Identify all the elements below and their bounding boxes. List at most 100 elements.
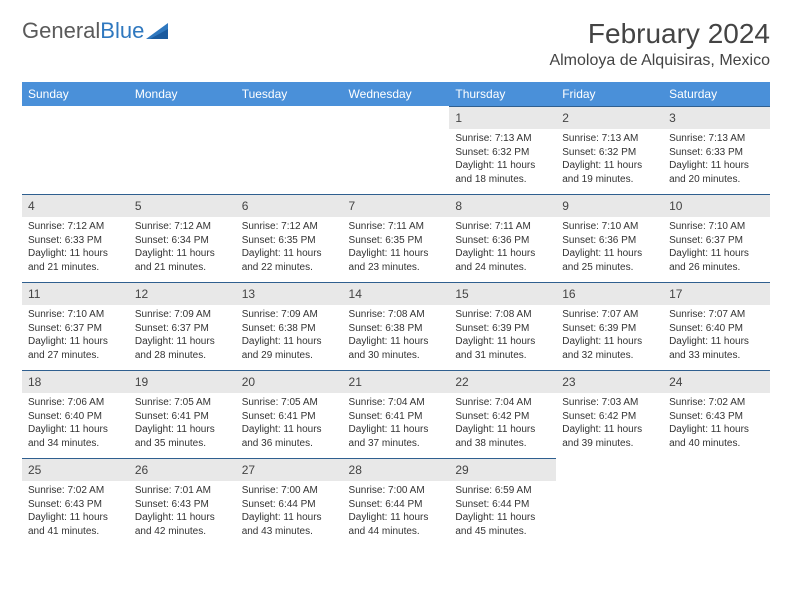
sunset-line: Sunset: 6:42 PM: [562, 410, 657, 424]
sunset-line: Sunset: 6:38 PM: [349, 322, 444, 336]
sunrise-line: Sunrise: 7:02 AM: [28, 484, 123, 498]
day-number: 24: [663, 370, 770, 393]
day-header: Monday: [129, 82, 236, 106]
sunset-line: Sunset: 6:44 PM: [242, 498, 337, 512]
sunset-line: Sunset: 6:34 PM: [135, 234, 230, 248]
day-details: Sunrise: 7:09 AMSunset: 6:38 PMDaylight:…: [236, 305, 343, 366]
day-details: Sunrise: 7:13 AMSunset: 6:32 PMDaylight:…: [449, 129, 556, 190]
calendar-day-cell: 1Sunrise: 7:13 AMSunset: 6:32 PMDaylight…: [449, 106, 556, 194]
calendar-day-cell: 23Sunrise: 7:03 AMSunset: 6:42 PMDayligh…: [556, 370, 663, 458]
location: Almoloya de Alquisiras, Mexico: [549, 52, 770, 70]
sunrise-line: Sunrise: 7:10 AM: [28, 308, 123, 322]
day-number: 22: [449, 370, 556, 393]
sunrise-line: Sunrise: 7:09 AM: [135, 308, 230, 322]
calendar-day-cell: 12Sunrise: 7:09 AMSunset: 6:37 PMDayligh…: [129, 282, 236, 370]
day-details: Sunrise: 7:11 AMSunset: 6:35 PMDaylight:…: [343, 217, 450, 278]
sunrise-line: Sunrise: 7:12 AM: [242, 220, 337, 234]
sunset-line: Sunset: 6:33 PM: [28, 234, 123, 248]
day-number: 10: [663, 194, 770, 217]
sunset-line: Sunset: 6:39 PM: [455, 322, 550, 336]
sunrise-line: Sunrise: 7:04 AM: [349, 396, 444, 410]
day-number: 15: [449, 282, 556, 305]
day-number: 1: [449, 106, 556, 129]
logo-text-blue: Blue: [100, 18, 144, 43]
sunrise-line: Sunrise: 7:09 AM: [242, 308, 337, 322]
day-details: Sunrise: 7:00 AMSunset: 6:44 PMDaylight:…: [343, 481, 450, 542]
day-number: 2: [556, 106, 663, 129]
daylight-line: Daylight: 11 hours and 42 minutes.: [135, 511, 230, 538]
day-details: Sunrise: 7:06 AMSunset: 6:40 PMDaylight:…: [22, 393, 129, 454]
sunrise-line: Sunrise: 6:59 AM: [455, 484, 550, 498]
calendar-day-cell: [343, 106, 450, 194]
daylight-line: Daylight: 11 hours and 25 minutes.: [562, 247, 657, 274]
day-details: Sunrise: 7:13 AMSunset: 6:33 PMDaylight:…: [663, 129, 770, 190]
day-number: 7: [343, 194, 450, 217]
calendar-week-row: 18Sunrise: 7:06 AMSunset: 6:40 PMDayligh…: [22, 370, 770, 458]
calendar-week-row: 11Sunrise: 7:10 AMSunset: 6:37 PMDayligh…: [22, 282, 770, 370]
daylight-line: Daylight: 11 hours and 31 minutes.: [455, 335, 550, 362]
title-block: February 2024 Almoloya de Alquisiras, Me…: [549, 18, 770, 70]
day-details: Sunrise: 7:07 AMSunset: 6:40 PMDaylight:…: [663, 305, 770, 366]
calendar-day-cell: 7Sunrise: 7:11 AMSunset: 6:35 PMDaylight…: [343, 194, 450, 282]
day-number: 17: [663, 282, 770, 305]
day-header: Tuesday: [236, 82, 343, 106]
sunrise-line: Sunrise: 7:05 AM: [242, 396, 337, 410]
day-number: 26: [129, 458, 236, 481]
day-details: Sunrise: 7:00 AMSunset: 6:44 PMDaylight:…: [236, 481, 343, 542]
day-header: Friday: [556, 82, 663, 106]
daylight-line: Daylight: 11 hours and 32 minutes.: [562, 335, 657, 362]
day-details: Sunrise: 7:08 AMSunset: 6:39 PMDaylight:…: [449, 305, 556, 366]
day-header: Sunday: [22, 82, 129, 106]
calendar-day-cell: 13Sunrise: 7:09 AMSunset: 6:38 PMDayligh…: [236, 282, 343, 370]
day-details: Sunrise: 7:05 AMSunset: 6:41 PMDaylight:…: [129, 393, 236, 454]
daylight-line: Daylight: 11 hours and 37 minutes.: [349, 423, 444, 450]
daylight-line: Daylight: 11 hours and 44 minutes.: [349, 511, 444, 538]
calendar-week-row: 1Sunrise: 7:13 AMSunset: 6:32 PMDaylight…: [22, 106, 770, 194]
daylight-line: Daylight: 11 hours and 30 minutes.: [349, 335, 444, 362]
sunrise-line: Sunrise: 7:00 AM: [242, 484, 337, 498]
day-number: 13: [236, 282, 343, 305]
sunrise-line: Sunrise: 7:06 AM: [28, 396, 123, 410]
daylight-line: Daylight: 11 hours and 21 minutes.: [135, 247, 230, 274]
daylight-line: Daylight: 11 hours and 27 minutes.: [28, 335, 123, 362]
daylight-line: Daylight: 11 hours and 19 minutes.: [562, 159, 657, 186]
sunrise-line: Sunrise: 7:02 AM: [669, 396, 764, 410]
day-header: Saturday: [663, 82, 770, 106]
sunrise-line: Sunrise: 7:05 AM: [135, 396, 230, 410]
calendar-day-cell: 18Sunrise: 7:06 AMSunset: 6:40 PMDayligh…: [22, 370, 129, 458]
daylight-line: Daylight: 11 hours and 39 minutes.: [562, 423, 657, 450]
day-number: 6: [236, 194, 343, 217]
day-details: Sunrise: 7:04 AMSunset: 6:42 PMDaylight:…: [449, 393, 556, 454]
day-number: 29: [449, 458, 556, 481]
day-number: 21: [343, 370, 450, 393]
day-details: Sunrise: 7:02 AMSunset: 6:43 PMDaylight:…: [663, 393, 770, 454]
day-number: 3: [663, 106, 770, 129]
sunrise-line: Sunrise: 7:13 AM: [562, 132, 657, 146]
sunrise-line: Sunrise: 7:12 AM: [28, 220, 123, 234]
day-details: Sunrise: 7:01 AMSunset: 6:43 PMDaylight:…: [129, 481, 236, 542]
daylight-line: Daylight: 11 hours and 34 minutes.: [28, 423, 123, 450]
calendar-table: SundayMondayTuesdayWednesdayThursdayFrid…: [22, 82, 770, 546]
sunrise-line: Sunrise: 7:10 AM: [669, 220, 764, 234]
sunset-line: Sunset: 6:35 PM: [349, 234, 444, 248]
sunset-line: Sunset: 6:36 PM: [562, 234, 657, 248]
calendar-day-cell: 19Sunrise: 7:05 AMSunset: 6:41 PMDayligh…: [129, 370, 236, 458]
sunset-line: Sunset: 6:32 PM: [455, 146, 550, 160]
sunrise-line: Sunrise: 7:08 AM: [349, 308, 444, 322]
day-details: Sunrise: 7:12 AMSunset: 6:33 PMDaylight:…: [22, 217, 129, 278]
calendar-day-cell: 22Sunrise: 7:04 AMSunset: 6:42 PMDayligh…: [449, 370, 556, 458]
daylight-line: Daylight: 11 hours and 38 minutes.: [455, 423, 550, 450]
sunset-line: Sunset: 6:41 PM: [242, 410, 337, 424]
calendar-day-cell: 2 Sunrise: 7:13 AMSunset: 6:32 PMDaylight…: [556, 106, 663, 194]
calendar-day-cell: 10Sunrise: 7:10 AMSunset: 6:37 PMDayligh…: [663, 194, 770, 282]
sunset-line: Sunset: 6:32 PM: [562, 146, 657, 160]
calendar-week-row: 4Sunrise: 7:12 AMSunset: 6:33 PMDaylight…: [22, 194, 770, 282]
daylight-line: Daylight: 11 hours and 20 minutes.: [669, 159, 764, 186]
daylight-line: Daylight: 11 hours and 24 minutes.: [455, 247, 550, 274]
sunrise-line: Sunrise: 7:00 AM: [349, 484, 444, 498]
calendar-day-cell: 28Sunrise: 7:00 AMSunset: 6:44 PMDayligh…: [343, 458, 450, 546]
calendar-header-row: SundayMondayTuesdayWednesdayThursdayFrid…: [22, 82, 770, 106]
day-details: Sunrise: 7:02 AMSunset: 6:43 PMDaylight:…: [22, 481, 129, 542]
daylight-line: Daylight: 11 hours and 29 minutes.: [242, 335, 337, 362]
sunset-line: Sunset: 6:37 PM: [28, 322, 123, 336]
